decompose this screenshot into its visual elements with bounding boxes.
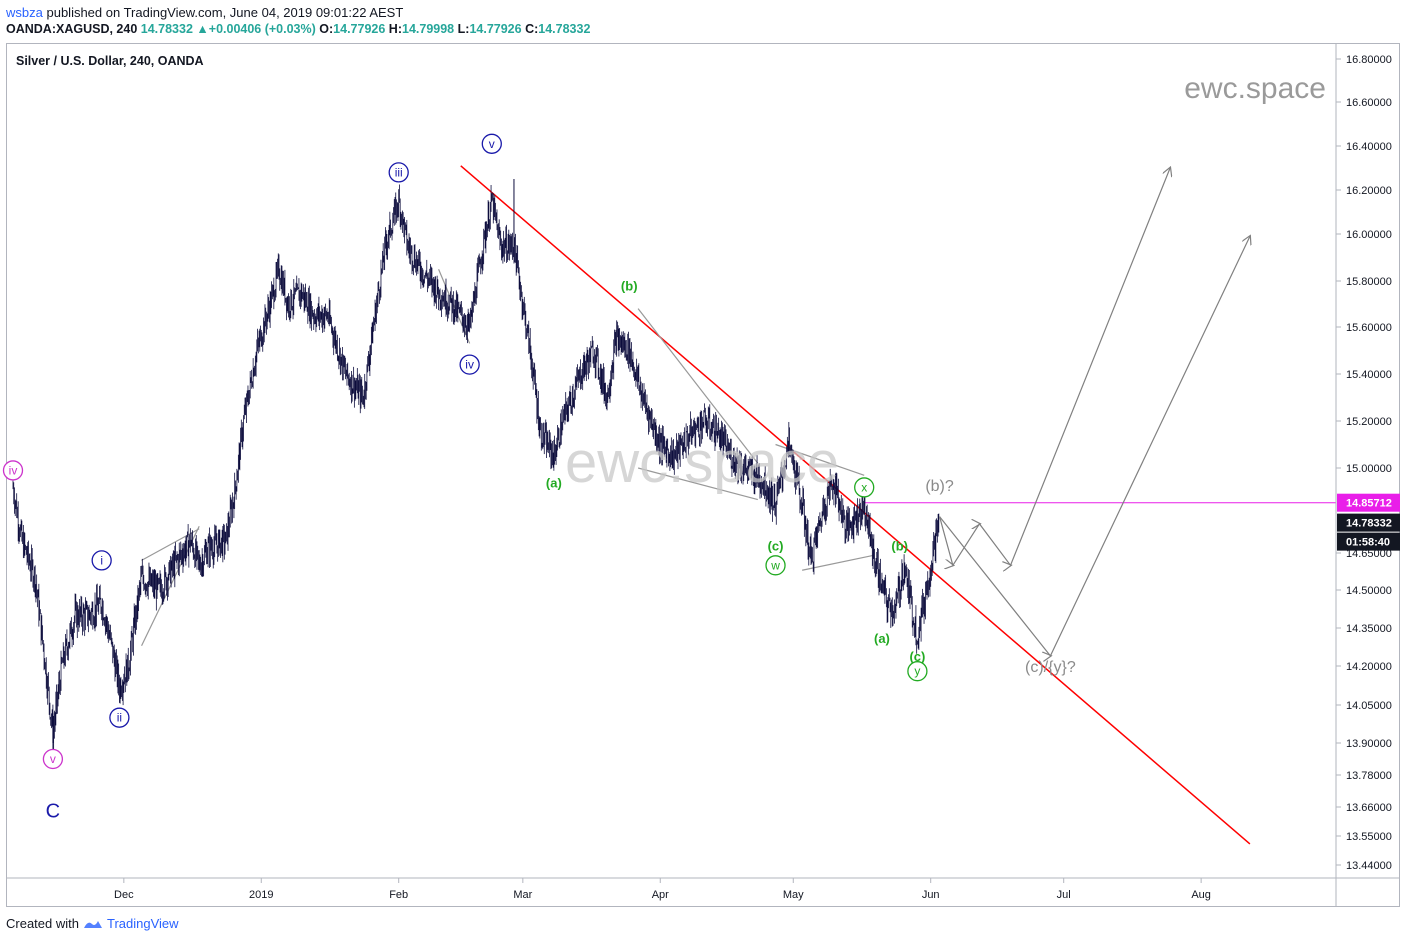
- y-tick-label: 13.55000: [1346, 831, 1392, 843]
- ohlc-bar: OANDA:XAGUSD, 240 14.78332 ▲+0.00406 (+0…: [6, 22, 590, 36]
- price-label: 01:58:40: [1346, 537, 1390, 549]
- y-tick-label: 13.66000: [1346, 802, 1392, 814]
- y-tick-label: 13.44000: [1346, 860, 1392, 872]
- change-value: +0.00406 (+0.03%): [208, 22, 316, 36]
- x-tick-label: Jul: [1057, 889, 1071, 901]
- created-with-text: Created with: [6, 916, 79, 931]
- publisher-link[interactable]: wsbza: [6, 5, 43, 20]
- center-watermark: ewc.space: [565, 430, 839, 495]
- red-trendline[interactable]: [460, 165, 1251, 845]
- footer: Created with TradingView: [6, 916, 179, 931]
- y-tick-label: 16.60000: [1346, 97, 1392, 109]
- y-tick-label: 16.00000: [1346, 229, 1392, 241]
- wave-label: ii: [117, 711, 122, 725]
- wave-label: v: [50, 752, 56, 766]
- chart-header: wsbza published on TradingView.com, June…: [0, 0, 1406, 42]
- gray-iv-line[interactable]: [438, 269, 471, 344]
- price-label-box: [1337, 513, 1400, 532]
- y-tick-label: 15.80000: [1346, 276, 1392, 288]
- wave-label: (c): [909, 649, 925, 664]
- wave-label: (b): [891, 539, 908, 554]
- wave-label-circle: [459, 354, 480, 375]
- projection-path-b[interactable]: [939, 236, 1250, 656]
- wave-label: (a): [546, 476, 562, 491]
- wave-label-circle: [765, 555, 786, 576]
- projection-path-a[interactable]: [938, 168, 1171, 565]
- wave-label: i: [100, 553, 103, 567]
- x-tick-label: 2019: [249, 889, 273, 901]
- x-tick-label: May: [783, 889, 804, 901]
- y-tick-label: 16.40000: [1346, 141, 1392, 153]
- price-label-box: [1337, 493, 1400, 512]
- wave-label: v: [489, 137, 495, 151]
- wave-label-circle: [2, 460, 24, 481]
- open-value: 14.77926: [333, 22, 386, 36]
- wave-label-circle: [42, 748, 64, 770]
- x-tick-label: Dec: [114, 889, 134, 901]
- x-tick-label: Jun: [922, 889, 940, 901]
- x-tick-label: Aug: [1191, 889, 1211, 901]
- corner-watermark: ewc.space: [1184, 72, 1326, 105]
- y-tick-label: 14.50000: [1346, 585, 1392, 597]
- price-label-box: [1337, 532, 1400, 551]
- x-tick-label: Mar: [513, 889, 532, 901]
- wave-label: (b): [621, 279, 638, 294]
- wave-label-circle: [481, 133, 502, 154]
- close-label: C:: [525, 22, 539, 36]
- wave-label-circle: [109, 707, 130, 728]
- gray-lower-triangle[interactable]: [637, 467, 758, 501]
- y-tick-label: 15.40000: [1346, 369, 1392, 381]
- wave-label: (b)?: [925, 478, 954, 495]
- y-tick-label: 15.20000: [1346, 416, 1392, 428]
- gray-upper-wedge[interactable]: [141, 528, 200, 561]
- y-tick-label: 14.20000: [1346, 661, 1392, 673]
- y-tick-label: 14.65000: [1346, 548, 1392, 560]
- wave-label-circle: [854, 477, 875, 498]
- wave-label: w: [770, 558, 780, 572]
- wave-label: iv: [465, 358, 474, 372]
- wave-label: iv: [9, 463, 18, 477]
- published-text: published on TradingView.com, June 04, 2…: [46, 5, 404, 20]
- publish-line: wsbza published on TradingView.com, June…: [6, 5, 403, 20]
- high-label: H:: [388, 22, 402, 36]
- wave-label: y: [914, 664, 920, 678]
- wave-label-circle: [388, 162, 409, 183]
- high-value: 14.79998: [402, 22, 455, 36]
- price-label: 14.85712: [1346, 498, 1392, 510]
- wave-label-circle: [907, 661, 928, 682]
- wave-label: iii: [395, 165, 403, 179]
- y-tick-label: 16.20000: [1346, 185, 1392, 197]
- chart-title: Silver / U.S. Dollar, 240, OANDA: [16, 54, 204, 68]
- open-label: O:: [319, 22, 334, 36]
- y-tick-label: 15.60000: [1346, 322, 1392, 334]
- wave-label: (a): [874, 631, 890, 646]
- y-tick-label: 15.00000: [1346, 463, 1392, 475]
- y-tick-label: 16.80000: [1346, 54, 1392, 66]
- last-price: 14.78332: [140, 22, 193, 36]
- tradingview-logo-icon: [83, 920, 102, 928]
- x-tick-label: Apr: [652, 889, 669, 901]
- low-label: L:: [457, 22, 470, 36]
- price-label: 14.78332: [1346, 518, 1392, 530]
- tradingview-link[interactable]: TradingView: [106, 916, 179, 931]
- x-tick-label: Feb: [389, 889, 408, 901]
- y-tick-label: 14.05000: [1346, 700, 1392, 712]
- wave-label: (c)/{y}?: [1025, 659, 1076, 676]
- wave-label: (c): [768, 539, 784, 554]
- close-value: 14.78332: [538, 22, 591, 36]
- wave-label: x: [861, 480, 867, 494]
- gray-upper-triangle[interactable]: [637, 308, 759, 464]
- y-tick-label: 14.35000: [1346, 623, 1392, 635]
- wave-label: C: [46, 801, 60, 823]
- low-value: 14.77926: [469, 22, 522, 36]
- up-arrow-icon: ▲: [196, 22, 209, 36]
- wave-label-circle: [91, 550, 112, 571]
- symbol-label[interactable]: OANDA:XAGUSD, 240: [6, 22, 138, 36]
- y-tick-label: 13.78000: [1346, 770, 1392, 782]
- y-tick-label: 13.90000: [1346, 738, 1392, 750]
